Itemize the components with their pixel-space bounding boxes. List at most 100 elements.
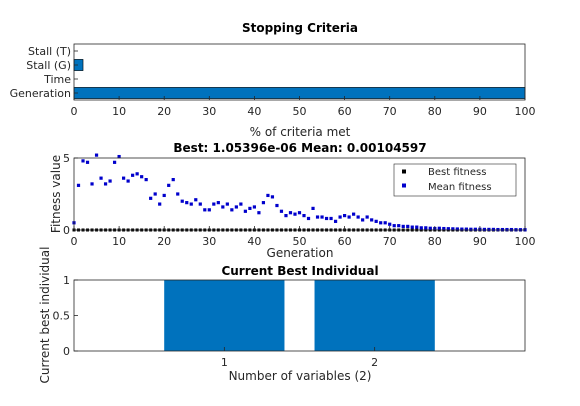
mean-fitness-point <box>189 202 193 206</box>
mean-fitness-point <box>284 214 288 218</box>
mean-fitness-point <box>496 227 500 232</box>
mean-fitness-point <box>248 206 252 210</box>
mean-fitness-point <box>315 215 320 219</box>
mean-fitness-point <box>469 227 473 231</box>
mean-fitness-point <box>482 227 487 232</box>
mean-fitness-point <box>252 205 256 209</box>
mean-fitness-point <box>401 224 405 228</box>
criteria-xtick-label: 100 <box>515 105 536 118</box>
mean-fitness-point <box>424 226 428 230</box>
mean-fitness-point <box>320 215 324 219</box>
mean-fitness-point <box>333 219 338 223</box>
mean-fitness-point <box>99 176 103 180</box>
variable-bar-1 <box>164 280 285 351</box>
mean-fitness-point <box>162 193 166 198</box>
best-individual-xlabel: Number of variables (2) <box>229 369 372 383</box>
fitness-xtick-label: 100 <box>515 235 536 248</box>
criteria-category-label: Stall (G) <box>26 59 71 72</box>
mean-fitness-point <box>397 224 401 228</box>
individual-ytick-label: 0.5 <box>53 310 71 323</box>
mean-fitness-point <box>505 227 509 232</box>
criteria-xtick-label: 80 <box>428 105 442 118</box>
mean-fitness-point <box>140 175 144 179</box>
mean-fitness-point <box>324 216 329 221</box>
mean-fitness-point <box>297 211 302 215</box>
mean-fitness-point <box>243 209 247 213</box>
mean-fitness-point <box>473 227 477 231</box>
mean-fitness-point <box>352 212 356 216</box>
fitness-chart: Best: 1.05396e-06 Mean: 0.00104597 0 10 20… <box>49 141 536 260</box>
mean-fitness-point <box>90 182 94 186</box>
criteria-category-label: Time <box>43 73 71 86</box>
mean-fitness-point <box>329 216 333 221</box>
mean-fitness-point <box>234 205 238 209</box>
mean-fitness-point <box>365 215 369 219</box>
mean-fitness-point <box>261 201 266 205</box>
mean-fitness-point <box>374 219 378 223</box>
mean-fitness-point <box>198 202 202 206</box>
mean-fitness-point <box>144 178 148 182</box>
criteria-xtick-label: 10 <box>112 105 126 118</box>
fitness-xlabel: Generation <box>267 246 334 260</box>
mean-fitness-point <box>239 202 243 206</box>
criteria-xtick-label: 90 <box>473 105 487 118</box>
mean-fitness-point <box>455 227 459 231</box>
fitness-title: Best: 1.05396e-06 Mean: 0.00104597 <box>173 141 426 155</box>
fitness-legend: Best fitness Mean fitness <box>393 163 517 197</box>
fitness-xtick-label: 10 <box>112 235 126 248</box>
mean-fitness-point <box>149 196 153 200</box>
mean-fitness-point <box>108 179 112 183</box>
mean-fitness-point <box>279 209 284 213</box>
best-individual-axes <box>73 279 526 352</box>
mean-fitness-point <box>446 227 450 231</box>
fitness-xtick-label: 90 <box>473 235 487 248</box>
mean-fitness-point <box>460 227 464 231</box>
mean-fitness-point <box>379 221 383 225</box>
legend-best-label: Best fitness <box>428 167 486 178</box>
fitness-xtick-label: 0 <box>71 235 78 248</box>
mean-fitness-point <box>94 153 99 157</box>
fitness-ylabel: Fitness value <box>49 155 63 233</box>
mean-fitness-point <box>167 183 171 187</box>
mean-fitness-point <box>370 218 374 222</box>
mean-fitness-point <box>338 215 342 219</box>
mean-fitness-point <box>122 176 126 180</box>
mean-fitness-point <box>131 173 135 177</box>
mean-fitness-point <box>180 199 184 203</box>
mean-fitness-point <box>176 192 180 196</box>
mean-fitness-point <box>275 203 279 208</box>
mean-fitness-point <box>225 202 229 206</box>
legend-best-marker <box>402 169 406 174</box>
criteria-category-label: Stall (T) <box>28 45 71 58</box>
mean-fitness-point <box>451 227 455 231</box>
variable-xtick-label: 2 <box>371 356 378 369</box>
fitness-xtick-label: 50 <box>293 235 307 248</box>
mean-fitness-point <box>406 224 410 228</box>
mean-fitness-point <box>509 227 514 232</box>
mean-fitness-point <box>257 211 261 215</box>
criteria-xtick-label: 50 <box>293 105 307 118</box>
criteria-xtick-label: 70 <box>383 105 397 118</box>
fitness-ytick-label: 5 <box>63 152 70 165</box>
mean-fitness-point <box>306 216 311 221</box>
stopping-criteria-title: Stopping Criteria <box>242 21 358 35</box>
legend-mean-label: Mean fitness <box>428 182 492 193</box>
mean-fitness-point <box>158 202 162 206</box>
mean-fitness-point <box>171 178 175 182</box>
mean-fitness-point <box>361 218 365 222</box>
best-individual-title: Current Best Individual <box>221 264 378 278</box>
mean-fitness-point <box>356 215 360 219</box>
mean-fitness-point <box>81 159 85 163</box>
stopping-criteria-chart: Stopping Criteria Stall (T)Stall (G)Time… <box>10 21 536 139</box>
fitness-ytick-label: 0 <box>63 224 70 237</box>
mean-fitness-point <box>347 215 351 219</box>
mean-fitness-point <box>415 225 419 229</box>
fitness-xtick-label: 60 <box>338 235 352 248</box>
mean-fitness-point <box>464 227 468 231</box>
mean-fitness-point <box>428 226 432 230</box>
mean-fitness-point <box>392 224 396 228</box>
mean-fitness-point <box>437 226 441 230</box>
mean-fitness-point <box>270 195 275 199</box>
criteria-xtick-label: 60 <box>338 105 352 118</box>
